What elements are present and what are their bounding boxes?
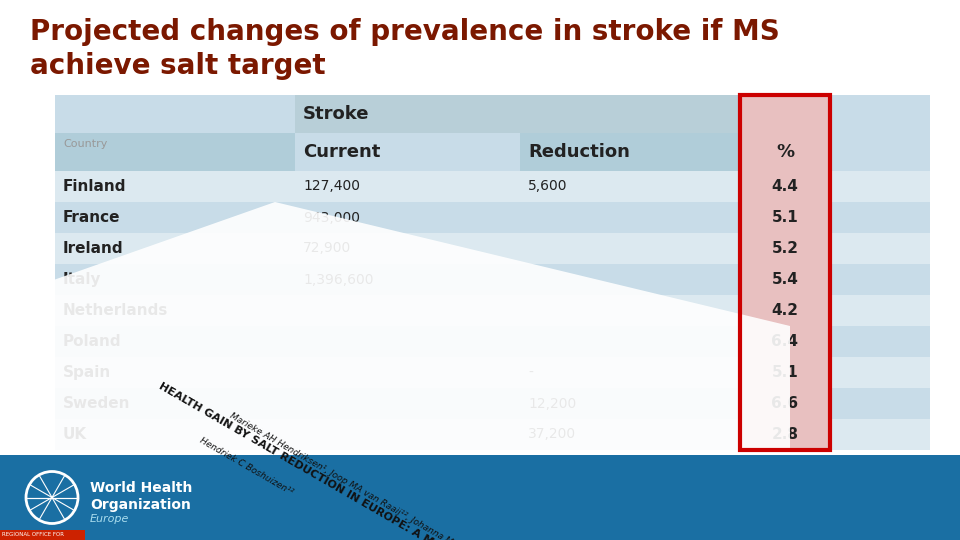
Bar xyxy=(520,326,740,357)
Text: 5,600: 5,600 xyxy=(528,179,567,193)
Text: 4.4: 4.4 xyxy=(772,179,799,194)
Bar xyxy=(295,202,520,233)
Bar xyxy=(740,133,830,171)
Text: 1,396,600: 1,396,600 xyxy=(303,273,373,287)
Polygon shape xyxy=(55,202,790,450)
Text: 5.4: 5.4 xyxy=(772,272,799,287)
Bar xyxy=(295,295,520,326)
Text: 5.1: 5.1 xyxy=(772,210,799,225)
Text: 6.4: 6.4 xyxy=(772,334,799,349)
Bar xyxy=(520,264,740,295)
Bar xyxy=(295,171,520,202)
Bar xyxy=(830,202,930,233)
Bar xyxy=(740,264,830,295)
Text: 72,900: 72,900 xyxy=(303,241,351,255)
Text: Ireland: Ireland xyxy=(63,241,124,256)
Text: Current: Current xyxy=(303,143,380,161)
Bar xyxy=(55,326,295,357)
Text: 37,200: 37,200 xyxy=(528,428,576,442)
Bar xyxy=(740,295,830,326)
Text: Hendriek C Boshuizen¹²: Hendriek C Boshuizen¹² xyxy=(198,436,295,497)
Bar xyxy=(55,202,295,233)
Bar xyxy=(55,233,295,264)
Text: 6.6: 6.6 xyxy=(772,396,799,411)
Bar xyxy=(55,357,295,388)
Text: Reduction: Reduction xyxy=(528,143,630,161)
Bar xyxy=(295,133,520,171)
Bar xyxy=(55,419,295,450)
Text: World Health: World Health xyxy=(90,482,192,496)
Text: 5.1: 5.1 xyxy=(772,365,799,380)
Bar xyxy=(55,388,295,419)
Text: Stroke: Stroke xyxy=(303,105,370,123)
Text: Organization: Organization xyxy=(90,497,191,511)
Bar xyxy=(740,202,830,233)
Text: UK: UK xyxy=(63,427,87,442)
Bar xyxy=(520,233,740,264)
Text: Spain: Spain xyxy=(63,365,111,380)
Bar xyxy=(520,202,740,233)
Text: %: % xyxy=(776,143,794,161)
Bar xyxy=(55,264,295,295)
Bar xyxy=(520,295,740,326)
Bar xyxy=(740,171,830,202)
Text: Country: Country xyxy=(63,139,108,149)
Text: 943,000: 943,000 xyxy=(303,211,360,225)
Bar xyxy=(740,233,830,264)
Bar xyxy=(295,419,520,450)
Text: France: France xyxy=(63,210,121,225)
Bar xyxy=(830,326,930,357)
Bar xyxy=(740,357,830,388)
Bar xyxy=(520,133,740,171)
Bar xyxy=(830,171,930,202)
Text: -: - xyxy=(528,366,533,380)
Bar xyxy=(0,455,960,540)
Bar xyxy=(0,530,85,540)
Text: Projected changes of prevalence in stroke if MS: Projected changes of prevalence in strok… xyxy=(30,18,780,46)
Bar xyxy=(55,95,930,450)
Bar xyxy=(740,419,830,450)
Bar xyxy=(295,264,520,295)
Text: Finland: Finland xyxy=(63,179,127,194)
Bar xyxy=(830,419,930,450)
Text: Poland: Poland xyxy=(63,334,122,349)
Bar xyxy=(740,95,830,450)
Bar xyxy=(295,326,520,357)
Text: Italy: Italy xyxy=(63,272,102,287)
Bar xyxy=(55,95,295,133)
Bar xyxy=(55,295,295,326)
Bar xyxy=(55,133,295,171)
Bar xyxy=(520,171,740,202)
Bar xyxy=(55,171,295,202)
Bar xyxy=(520,357,740,388)
Bar xyxy=(520,388,740,419)
Text: 5.2: 5.2 xyxy=(772,241,799,256)
Bar xyxy=(830,95,930,133)
Bar xyxy=(520,419,740,450)
Text: REGIONAL OFFICE FOR: REGIONAL OFFICE FOR xyxy=(2,532,64,537)
Bar xyxy=(830,295,930,326)
Text: 4.2: 4.2 xyxy=(772,303,799,318)
Bar xyxy=(830,133,930,171)
Bar xyxy=(295,388,520,419)
Bar xyxy=(295,357,520,388)
Bar xyxy=(740,95,830,133)
Text: achieve salt target: achieve salt target xyxy=(30,52,325,80)
Text: 2.8: 2.8 xyxy=(772,427,799,442)
Bar xyxy=(830,357,930,388)
Bar xyxy=(295,233,520,264)
Text: Europe: Europe xyxy=(90,514,130,523)
Text: Netherlands: Netherlands xyxy=(63,303,168,318)
Text: Marieke AH Hendriksen¹, Joop MA van Raaij¹², Johanna M Geleijnse², Joao Breda³: Marieke AH Hendriksen¹, Joop MA van Raai… xyxy=(228,411,545,540)
Text: 12,200: 12,200 xyxy=(528,396,576,410)
Text: HEALTH GAIN BY SALT REDUCTION IN EUROPE: A MODELLING STUDY: HEALTH GAIN BY SALT REDUCTION IN EUROPE:… xyxy=(157,381,529,540)
Bar xyxy=(740,326,830,357)
Bar xyxy=(830,264,930,295)
Text: Sweden: Sweden xyxy=(63,396,131,411)
Bar xyxy=(830,233,930,264)
Bar xyxy=(740,388,830,419)
Bar xyxy=(295,95,740,133)
Text: 127,400: 127,400 xyxy=(303,179,360,193)
Bar xyxy=(830,388,930,419)
